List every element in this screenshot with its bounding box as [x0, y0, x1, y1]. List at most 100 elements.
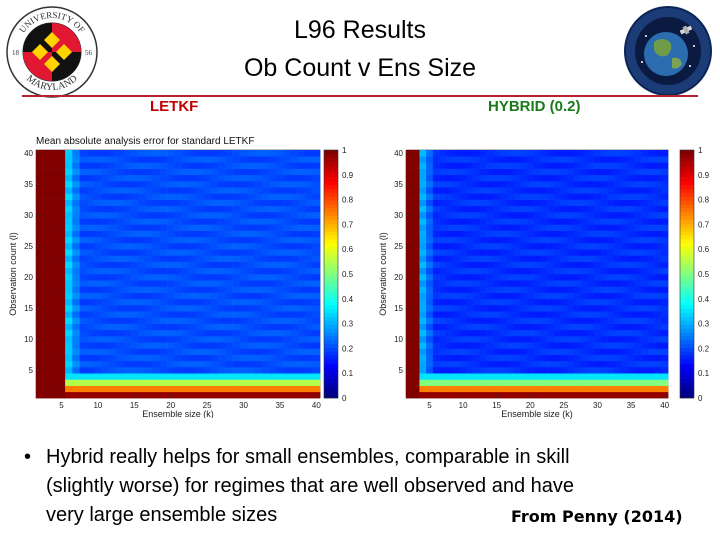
- heatmap-cell: [116, 150, 124, 157]
- heatmap-cell: [57, 298, 66, 306]
- heatmap-cell: [587, 187, 595, 194]
- heatmap-cell: [116, 243, 124, 250]
- heatmap-cell: [283, 379, 292, 386]
- heatmap-cell: [553, 367, 561, 374]
- heatmap-cell: [587, 162, 595, 169]
- heatmap-cell: [419, 193, 427, 200]
- heatmap-cell: [587, 267, 595, 275]
- heatmap-cell: [654, 280, 662, 287]
- heatmap-cell: [607, 354, 615, 362]
- heatmap-cell: [196, 391, 204, 399]
- heatmap-cell: [181, 174, 190, 182]
- heatmap-cell: [152, 230, 161, 238]
- heatmap-cell: [641, 329, 649, 337]
- heatmap-cell: [312, 336, 321, 343]
- heatmap-cell: [540, 274, 548, 281]
- heatmap-cell: [627, 385, 635, 393]
- heatmap-cell: [547, 150, 555, 157]
- heatmap-cell: [101, 156, 110, 163]
- heatmap-cell: [459, 323, 467, 331]
- heatmap-cell: [540, 181, 548, 188]
- heatmap-cell: [567, 261, 575, 269]
- heatmap-cell: [210, 156, 219, 163]
- heatmap-cell: [614, 199, 622, 207]
- heatmap-cell: [43, 267, 51, 275]
- heatmap-cell: [466, 317, 474, 324]
- heatmap-cell: [573, 391, 581, 399]
- heatmap-cell: [188, 360, 197, 368]
- heatmap-cell: [479, 292, 487, 300]
- heatmap-cell: [426, 212, 434, 219]
- y-axis-label: Observation count (l): [378, 232, 388, 316]
- heatmap-cell: [627, 249, 635, 256]
- heatmap-cell: [654, 286, 662, 293]
- heatmap-cell: [426, 385, 434, 393]
- heatmap-cell: [513, 379, 521, 386]
- heatmap-cell: [305, 292, 314, 300]
- heatmap-cell: [513, 267, 521, 275]
- heatmap-cell: [130, 255, 139, 262]
- heatmap-cell: [419, 199, 427, 207]
- heatmap-cell: [254, 243, 263, 250]
- heatmap-cell: [145, 193, 153, 200]
- heatmap-cell: [641, 212, 649, 219]
- heatmap-cell: [627, 379, 635, 386]
- heatmap-cell: [210, 342, 219, 349]
- heatmap-cell: [305, 348, 314, 355]
- heatmap-cell: [218, 311, 226, 318]
- heatmap-cell: [137, 298, 146, 306]
- heatmap-cell: [654, 329, 662, 337]
- heatmap-cell: [210, 379, 219, 386]
- heatmap-cell: [254, 267, 263, 275]
- heatmap-cell: [188, 156, 197, 163]
- heatmap-cell: [526, 243, 534, 250]
- colorbar-segment: [680, 367, 694, 372]
- colorbar-segment: [680, 184, 694, 190]
- heatmap-cell: [634, 379, 642, 386]
- letkf-panel-label: LETKF: [150, 98, 199, 115]
- heatmap-cell: [86, 336, 95, 343]
- heatmap-cell: [305, 379, 314, 386]
- heatmap-cell: [145, 199, 153, 207]
- heatmap-cell: [446, 354, 454, 362]
- heatmap-cell: [50, 336, 59, 343]
- heatmap-cell: [587, 379, 595, 386]
- heatmap-cell: [573, 336, 581, 343]
- heatmap-cell: [573, 317, 581, 324]
- heatmap-cell: [600, 373, 608, 380]
- heatmap-cell: [419, 162, 427, 169]
- colorbar-segment: [324, 177, 338, 182]
- heatmap-cell: [533, 236, 541, 244]
- colorbar-segment: [324, 215, 338, 221]
- heatmap-cell: [540, 212, 548, 219]
- colorbar-segment: [680, 386, 694, 391]
- heatmap-cell: [239, 230, 248, 238]
- heatmap-cell: [419, 236, 427, 244]
- heatmap-cell: [506, 274, 514, 281]
- heatmap-cell: [406, 193, 414, 200]
- heatmap-cell: [43, 150, 51, 157]
- heatmap-cell: [661, 360, 669, 368]
- heatmap-cell: [43, 360, 51, 368]
- heatmap-cell: [547, 292, 555, 300]
- heatmap-cell: [446, 367, 454, 374]
- heatmap-cell: [181, 193, 190, 200]
- heatmap-cell: [108, 218, 117, 225]
- heatmap-cell: [218, 205, 226, 213]
- heatmap-cell: [218, 367, 226, 374]
- heatmap-cell: [181, 286, 190, 293]
- heatmap-cell: [620, 187, 628, 194]
- heatmap-cell: [647, 342, 655, 349]
- heatmap-cell: [513, 354, 521, 362]
- heatmap-cell: [65, 385, 73, 393]
- heatmap-cell: [116, 181, 124, 188]
- heatmap-cell: [145, 317, 153, 324]
- heatmap-cell: [553, 224, 561, 231]
- heatmap-cell: [159, 367, 168, 374]
- heatmap-cell: [560, 261, 568, 269]
- heatmap-cell: [493, 193, 501, 200]
- heatmap-cell: [108, 199, 117, 207]
- heatmap-cell: [439, 181, 447, 188]
- heatmap-cell: [72, 162, 80, 169]
- heatmap-cell: [305, 224, 314, 231]
